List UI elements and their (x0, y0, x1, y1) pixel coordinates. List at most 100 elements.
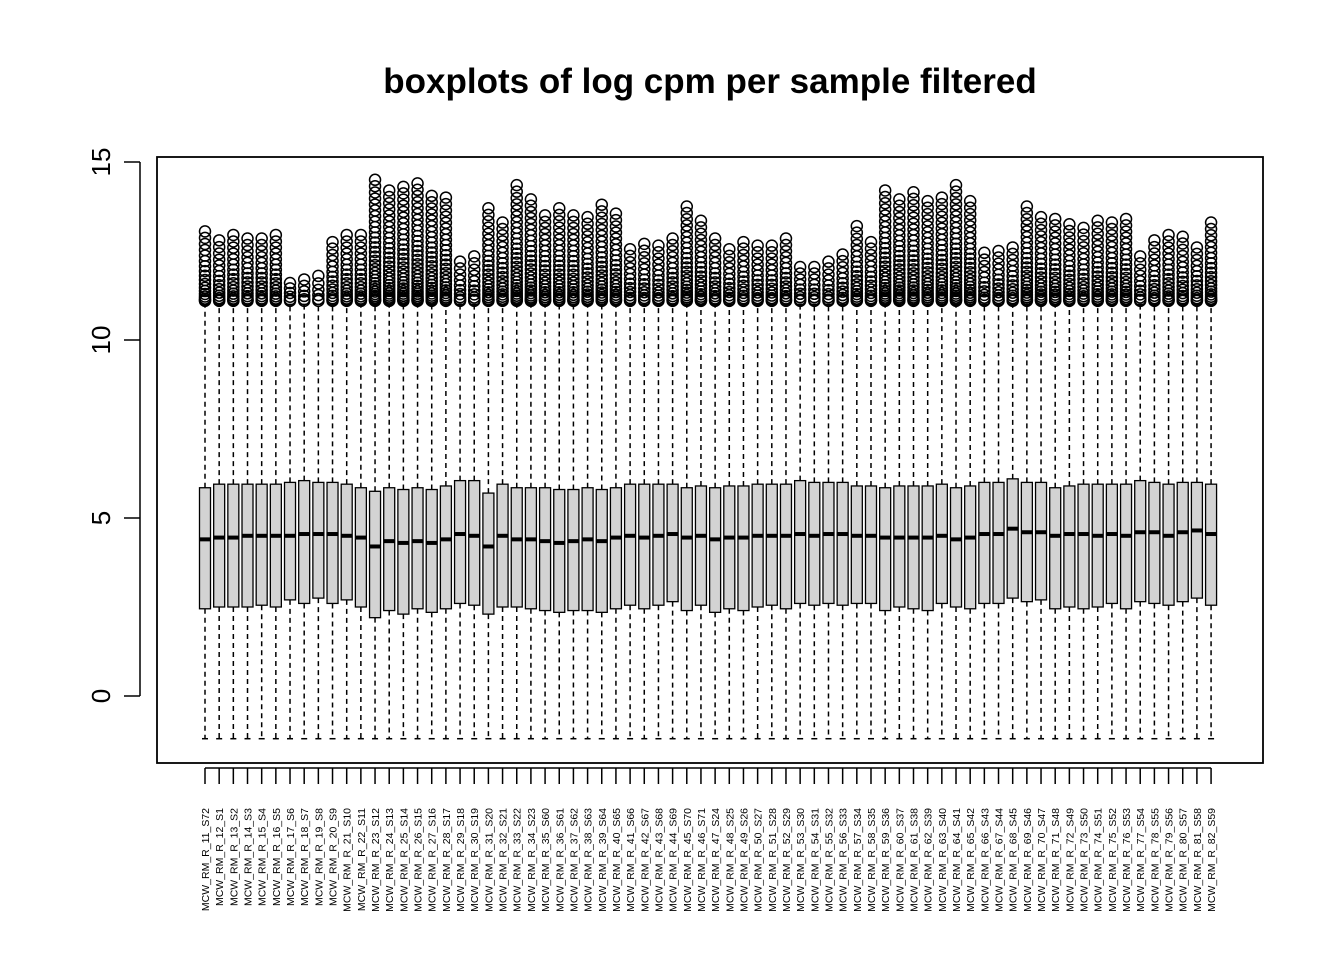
outlier-point (524, 267, 538, 280)
outlier-point (1077, 228, 1090, 241)
outlier-point (255, 238, 268, 252)
box-MCW_RM_R_49_S26 (737, 235, 750, 740)
outlier-point (935, 253, 949, 267)
chart-title: boxplots of log cpm per sample filtered (383, 62, 1036, 101)
outlier-point (524, 217, 538, 231)
outlier-point (694, 270, 708, 283)
outlier-point (297, 273, 311, 286)
outlier-point (354, 235, 368, 248)
outlier-point (723, 277, 736, 291)
box-iqr (567, 488, 580, 612)
outlier-point (921, 283, 934, 297)
outlier-point (212, 234, 226, 247)
outlier-point (496, 278, 509, 292)
outlier-point (737, 283, 750, 296)
outlier-point (793, 273, 807, 286)
outlier-point (893, 258, 906, 272)
outlier-point (411, 253, 424, 267)
outlier-point (907, 205, 920, 218)
outlier-point (850, 238, 864, 252)
x-tick-label: MCW_RM_R_32_S21 (498, 808, 510, 912)
outlier-point (893, 267, 906, 280)
outlier-point (893, 271, 906, 284)
outlier-point (538, 227, 552, 241)
box-MCW_RM_R_17_S6 (283, 276, 297, 740)
x-tick-label: MCW_RM_R_58_S35 (866, 808, 878, 912)
outlier-point (694, 274, 708, 288)
outlier-point (949, 242, 963, 256)
outlier-point (680, 206, 694, 220)
outlier-point (510, 256, 523, 269)
outlier-point (1119, 231, 1133, 244)
outlier-point (496, 270, 509, 284)
box-iqr (453, 479, 467, 605)
outlier-point (382, 268, 396, 281)
outlier-point (893, 211, 906, 225)
outlier-point (836, 254, 849, 268)
outlier-point (340, 268, 353, 281)
outlier-point (326, 275, 339, 288)
outlier-point (878, 203, 892, 216)
outlier-point (850, 265, 864, 278)
box-iqr (553, 488, 566, 613)
outlier-point (269, 280, 283, 294)
outlier-point (510, 251, 523, 265)
outlier-point (255, 250, 268, 264)
outlier-point (751, 239, 764, 252)
outlier-point (949, 185, 963, 198)
box-MCW_RM_R_75_S52 (1105, 216, 1119, 740)
outlier-point (1048, 212, 1062, 226)
outlier-point (978, 280, 991, 294)
outlier-point (907, 271, 920, 284)
outlier-point (198, 281, 212, 294)
box-MCW_RM_R_29_S18 (453, 255, 467, 740)
outlier-point (198, 277, 212, 291)
box-MCW_RM_R_74_S51 (1091, 214, 1104, 740)
outlier-point (212, 286, 226, 299)
outlier-point (581, 266, 594, 280)
box-MCW_RM_R_15_S4 (255, 232, 268, 740)
outlier-point (382, 215, 396, 228)
outlier-point (269, 235, 283, 248)
outlier-point (638, 244, 651, 257)
outlier-point (510, 281, 523, 295)
x-tick-label: MCW_RM_R_38_S63 (583, 808, 595, 912)
outlier-point (397, 187, 410, 200)
outlier-point (510, 247, 523, 260)
outlier-point (680, 283, 694, 297)
outlier-point (425, 214, 438, 227)
outlier-point (978, 246, 991, 260)
outlier-point (1148, 278, 1161, 292)
outlier-point (1020, 219, 1034, 232)
outlier-point (1091, 227, 1104, 241)
outlier-point (751, 246, 764, 259)
outlier-point (297, 285, 311, 298)
outlier-point (524, 205, 538, 219)
outlier-point (439, 204, 453, 217)
x-tick-label: MCW_RM_R_53_S30 (795, 808, 807, 912)
outlier-point (1176, 230, 1189, 244)
box-iqr (468, 479, 481, 606)
outlier-point (1162, 277, 1175, 290)
box-MCW_RM_R_68_S45 (1006, 241, 1019, 740)
outlier-point (963, 225, 977, 239)
outlier-point (241, 245, 254, 258)
x-tick-label: MCW_RM_R_73_S50 (1079, 808, 1091, 912)
outlier-point (1176, 275, 1189, 289)
box-iqr (411, 487, 424, 610)
box-MCW_RM_R_53_S30 (793, 260, 807, 740)
outlier-point (638, 262, 651, 276)
box-iqr (1190, 481, 1204, 599)
outlier-point (567, 227, 580, 241)
box-iqr (850, 485, 863, 605)
outlier-point (1063, 281, 1076, 294)
outlier-point (1176, 283, 1189, 297)
x-tick-label: MCW_RM_R_48_S25 (724, 808, 736, 912)
outlier-point (510, 191, 523, 205)
outlier-point (510, 178, 523, 192)
outlier-point (425, 264, 438, 277)
outlier-point (680, 261, 694, 274)
y-tick-label: 15 (86, 148, 116, 177)
outlier-point (1077, 276, 1090, 290)
outlier-point (411, 207, 424, 221)
